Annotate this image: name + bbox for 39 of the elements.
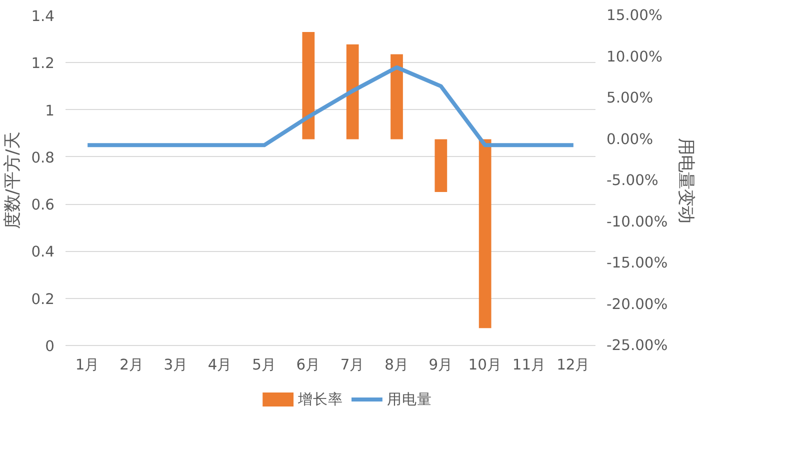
y-tick-label: 1 <box>45 102 55 120</box>
x-tick-label: 5月 <box>252 356 276 374</box>
bar <box>346 44 359 140</box>
y-tick-label: 0.4 <box>31 244 55 261</box>
x-tick-label: 6月 <box>296 356 321 374</box>
y2-tick-label: -5.00% <box>606 172 658 189</box>
y2-tick-label: 5.00% <box>606 90 654 106</box>
y2-tick-label: -15.00% <box>606 254 668 272</box>
bar <box>302 32 315 140</box>
y2-tick-label: 10.00% <box>606 48 662 66</box>
y2-axis-title: 用电量变动 <box>676 138 696 223</box>
legend-label: 用电量 <box>387 391 432 408</box>
line-series <box>86 65 576 148</box>
x-tick-label: 7月 <box>340 356 365 374</box>
y-tick-label: 0 <box>45 338 55 355</box>
y-tick-label: 1.4 <box>31 8 55 25</box>
x-tick-label: 1月 <box>75 356 100 374</box>
bar <box>478 139 492 328</box>
x-tick-label: 11月 <box>512 356 546 374</box>
y2-tick-label: 0.00% <box>606 130 654 148</box>
y-tick-label: 0.2 <box>31 290 55 308</box>
y-tick-label: 1.2 <box>31 55 55 72</box>
y2-tick-label: 15.00% <box>606 7 662 24</box>
x-tick-label: 3月 <box>164 356 188 374</box>
y-tick-label: 0.8 <box>31 149 55 166</box>
y-axis-title: 度数/平方/天 <box>3 132 24 229</box>
x-tick-label: 4月 <box>208 356 232 374</box>
x-tick-label: 2月 <box>120 356 144 374</box>
bar <box>390 54 403 140</box>
x-tick-label: 10月 <box>468 356 502 374</box>
x-tick-label: 8月 <box>384 356 409 374</box>
bar <box>434 139 448 192</box>
y2-tick-label: -25.00% <box>606 337 668 354</box>
x-tick-label: 12月 <box>556 356 590 374</box>
x-tick-label: 9月 <box>428 356 454 374</box>
legend-label: 增长率 <box>297 391 344 408</box>
y-tick-label: 0.6 <box>31 196 55 214</box>
y2-tick-label: -20.00% <box>606 296 668 313</box>
y2-tick-label: -10.00% <box>606 213 668 230</box>
